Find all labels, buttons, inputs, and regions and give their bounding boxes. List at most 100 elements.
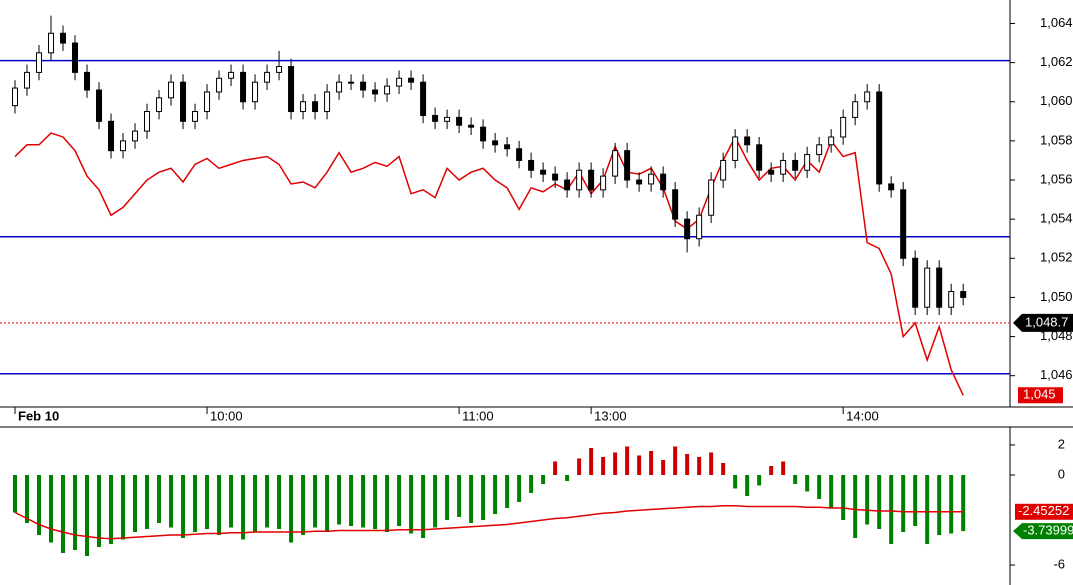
histogram-bar bbox=[469, 474, 474, 524]
histogram-bar bbox=[205, 474, 210, 530]
candle-body bbox=[816, 144, 823, 156]
x-tick-label: 14:00 bbox=[846, 408, 879, 423]
signal-last-box bbox=[1015, 503, 1073, 520]
histogram-bar bbox=[877, 474, 882, 530]
y-tick-label: 1,054 bbox=[1040, 211, 1073, 226]
candle-body bbox=[228, 71, 235, 79]
histogram-bar bbox=[829, 474, 834, 509]
histogram-bar bbox=[217, 474, 222, 536]
candle-body bbox=[612, 150, 619, 177]
x-tick-label: 11:00 bbox=[462, 408, 494, 423]
candle-body bbox=[540, 169, 547, 175]
histogram-bar bbox=[661, 459, 666, 475]
candle-body bbox=[564, 179, 571, 191]
histogram-bar bbox=[109, 474, 114, 545]
histogram-bar bbox=[745, 474, 750, 496]
candle-body bbox=[384, 85, 391, 95]
histogram-bar bbox=[697, 456, 702, 475]
candle-body bbox=[96, 89, 103, 122]
histogram-bar bbox=[541, 474, 546, 484]
histogram-bar bbox=[445, 474, 450, 521]
candle-body bbox=[720, 159, 727, 181]
candle-body bbox=[732, 136, 739, 161]
histogram-bar bbox=[853, 474, 858, 539]
candle-body bbox=[492, 140, 499, 146]
candle-body bbox=[852, 101, 859, 118]
histogram-bar bbox=[553, 461, 558, 475]
x-tick-label: Feb 10 bbox=[18, 408, 59, 423]
histogram-bar bbox=[625, 446, 630, 475]
candle-body bbox=[300, 101, 307, 113]
candle-body bbox=[768, 169, 775, 175]
histogram-bar bbox=[805, 474, 810, 492]
candle-body bbox=[468, 124, 475, 128]
candle-body bbox=[840, 116, 847, 138]
compare-last-box bbox=[1018, 387, 1063, 404]
candle-body bbox=[360, 81, 367, 91]
candle-body bbox=[396, 77, 403, 87]
histogram-bar bbox=[481, 474, 486, 521]
histogram-last-box bbox=[1013, 523, 1073, 540]
compare-last-label: 1,045 bbox=[1023, 387, 1056, 402]
candle-body bbox=[24, 71, 31, 89]
x-tick-label: 10:00 bbox=[210, 408, 243, 423]
compare-line bbox=[14, 132, 964, 396]
candle-body bbox=[312, 101, 319, 113]
candle-body bbox=[348, 81, 355, 84]
histogram-bar bbox=[193, 474, 198, 533]
candle-body bbox=[156, 97, 163, 113]
histogram-bar bbox=[685, 453, 690, 475]
y-tick-label: 1,050 bbox=[1040, 289, 1073, 304]
histogram-bar bbox=[457, 474, 462, 518]
histogram-bar bbox=[949, 474, 954, 534]
histogram-bar bbox=[25, 474, 30, 524]
candle-body bbox=[324, 91, 331, 113]
candle-body bbox=[672, 189, 679, 220]
candle-body bbox=[408, 77, 415, 83]
histogram-bar bbox=[61, 474, 66, 554]
candle-body bbox=[108, 120, 115, 152]
candle-body bbox=[48, 32, 55, 54]
histogram-bar bbox=[85, 474, 90, 557]
histogram-bar bbox=[589, 447, 594, 475]
histogram-bar bbox=[133, 474, 138, 533]
candle-body bbox=[480, 126, 487, 142]
histogram-bar bbox=[289, 474, 294, 543]
histogram-bar bbox=[361, 474, 366, 528]
histogram-bar bbox=[613, 452, 618, 475]
candle-body bbox=[276, 66, 283, 73]
candle-body bbox=[36, 52, 43, 73]
histogram-bar bbox=[121, 474, 126, 540]
histogram-bar bbox=[937, 474, 942, 536]
candle-body bbox=[828, 136, 835, 146]
y-tick-label: 1,060 bbox=[1040, 93, 1073, 108]
histogram-bar bbox=[901, 474, 906, 533]
candle-body bbox=[576, 169, 583, 191]
histogram-bar bbox=[97, 474, 102, 548]
candle-body bbox=[684, 218, 691, 240]
candle-body bbox=[72, 42, 79, 73]
candle-body bbox=[204, 91, 211, 113]
candle-body bbox=[900, 189, 907, 259]
histogram-bar bbox=[433, 474, 438, 528]
histogram-bar bbox=[889, 474, 894, 545]
candle-body bbox=[252, 81, 259, 103]
histogram-bar bbox=[733, 474, 738, 489]
histogram-bar bbox=[637, 455, 642, 475]
histogram-bar bbox=[529, 474, 534, 493]
candle-body bbox=[648, 173, 655, 185]
y-tick-label: 2 bbox=[1058, 436, 1065, 451]
candle-body bbox=[600, 175, 607, 191]
candle-body bbox=[144, 111, 151, 132]
histogram-bar bbox=[397, 474, 402, 527]
y-tick-label: 0 bbox=[1058, 466, 1065, 481]
candle-body bbox=[936, 267, 943, 308]
histogram-bar bbox=[913, 474, 918, 527]
histogram-bar bbox=[229, 474, 234, 528]
histogram-bar bbox=[325, 474, 330, 533]
histogram-bar bbox=[865, 474, 870, 525]
last-price-label: 1,048.7 bbox=[1025, 314, 1068, 329]
histogram-bar bbox=[373, 474, 378, 530]
candle-body bbox=[948, 291, 955, 308]
